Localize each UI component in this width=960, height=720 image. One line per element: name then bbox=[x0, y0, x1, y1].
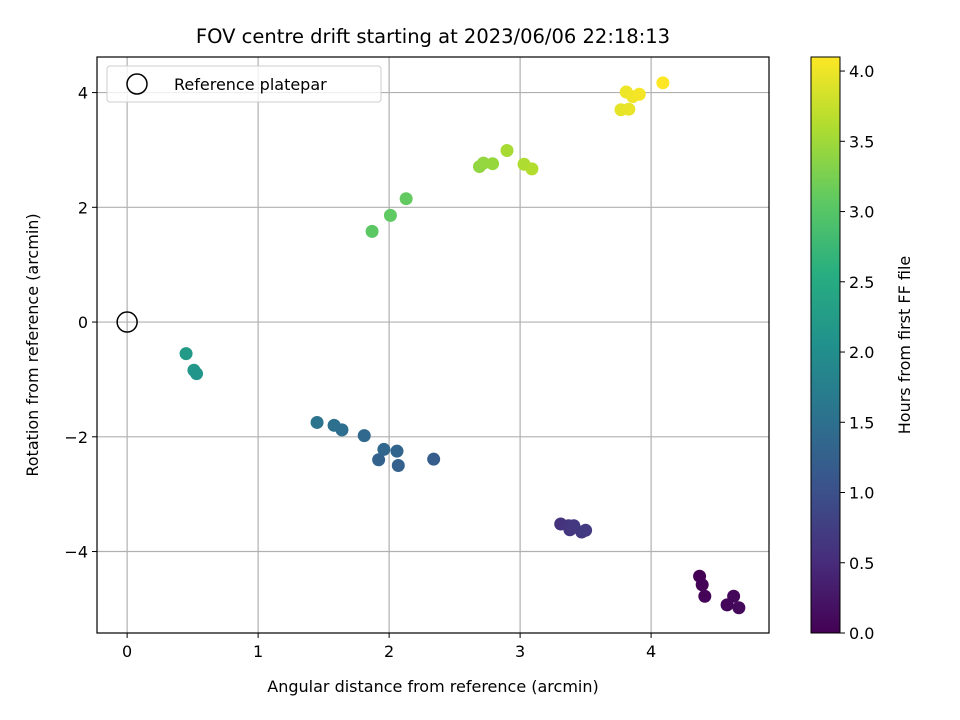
x-axis-ticks: 0 1 2 3 4 bbox=[122, 633, 656, 661]
data-point bbox=[391, 458, 405, 472]
x-tick-label: 2 bbox=[384, 642, 394, 661]
data-point bbox=[632, 87, 646, 101]
data-point bbox=[427, 452, 441, 466]
data-point bbox=[486, 157, 500, 171]
colorbar-tick-label: 4.0 bbox=[849, 62, 874, 81]
data-point bbox=[579, 523, 593, 537]
data-point bbox=[190, 367, 204, 381]
chart-title: FOV centre drift starting at 2023/06/06 … bbox=[196, 25, 670, 48]
x-tick-label: 0 bbox=[122, 642, 132, 661]
scatter-points bbox=[179, 76, 746, 615]
colorbar-tick-label: 0.0 bbox=[849, 624, 874, 643]
y-axis-ticks: −4 −2 0 2 4 bbox=[64, 84, 97, 562]
colorbar-label: Hours from first FF file bbox=[895, 256, 914, 435]
data-point bbox=[500, 144, 514, 158]
colorbar-tick-label: 3.5 bbox=[849, 132, 874, 151]
data-point bbox=[179, 347, 193, 361]
legend-marker-icon bbox=[126, 73, 148, 95]
colorbar-gradient bbox=[810, 56, 841, 634]
data-point bbox=[399, 192, 413, 206]
data-point bbox=[383, 208, 397, 222]
y-tick-label: −2 bbox=[64, 428, 88, 447]
colorbar-tick-label: 3.0 bbox=[849, 203, 874, 222]
x-axis-label: Angular distance from reference (arcmin) bbox=[267, 677, 598, 696]
data-point bbox=[698, 589, 712, 603]
data-point bbox=[732, 601, 746, 615]
data-point bbox=[695, 578, 709, 592]
data-point bbox=[525, 162, 539, 176]
data-point bbox=[335, 423, 349, 437]
data-point bbox=[372, 453, 386, 467]
data-point bbox=[656, 76, 670, 90]
x-tick-label: 4 bbox=[646, 642, 656, 661]
y-tick-label: 2 bbox=[78, 198, 88, 217]
colorbar-ticks: 0.0 0.5 1.0 1.5 2.0 2.5 3.0 3.5 4.0 bbox=[840, 62, 874, 643]
legend: Reference platepar bbox=[106, 65, 382, 103]
colorbar: 0.0 0.5 1.0 1.5 2.0 2.5 3.0 3.5 4.0 Hours from f… bbox=[810, 56, 914, 643]
data-point bbox=[622, 102, 636, 116]
reference-platepar-marker bbox=[116, 311, 138, 333]
data-point bbox=[365, 224, 379, 238]
data-point bbox=[310, 415, 324, 429]
data-point bbox=[357, 429, 371, 443]
colorbar-tick-label: 1.5 bbox=[849, 413, 874, 432]
colorbar-tick-label: 2.5 bbox=[849, 273, 874, 292]
data-point bbox=[390, 444, 404, 458]
y-axis-label: Rotation from reference (arcmin) bbox=[23, 213, 42, 476]
y-tick-label: −4 bbox=[64, 543, 88, 562]
x-tick-label: 3 bbox=[515, 642, 525, 661]
colorbar-tick-label: 1.0 bbox=[849, 484, 874, 503]
colorbar-tick-label: 0.5 bbox=[849, 554, 874, 573]
data-point bbox=[377, 442, 391, 456]
legend-entry-reference: Reference platepar bbox=[174, 75, 327, 94]
plot-frame bbox=[96, 56, 770, 634]
y-tick-label: 4 bbox=[78, 84, 88, 103]
legend-box bbox=[106, 65, 382, 103]
grid-lines bbox=[97, 57, 769, 633]
y-tick-label: 0 bbox=[78, 313, 88, 332]
x-tick-label: 1 bbox=[253, 642, 263, 661]
data-point bbox=[727, 589, 741, 603]
colorbar-tick-label: 2.0 bbox=[849, 343, 874, 362]
